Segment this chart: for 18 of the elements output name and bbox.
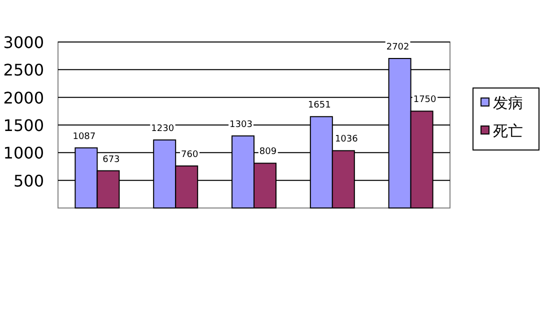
y-tick-label: 2500 (3, 60, 44, 80)
data-label: 1651 (308, 100, 331, 111)
legend-label: 发病 (493, 95, 523, 112)
legend-label: 死亡 (493, 123, 523, 140)
data-label: 809 (259, 147, 277, 158)
data-label: 1036 (334, 134, 358, 145)
data-label: 673 (102, 154, 120, 165)
data-label: 2702 (386, 42, 410, 52)
y-tick-label: 1500 (3, 116, 44, 135)
data-label: 1087 (72, 132, 96, 142)
data-label: 1230 (151, 124, 174, 134)
data-label: 760 (181, 150, 198, 160)
y-tick-label: 3000 (3, 33, 44, 52)
y-tick-label: 500 (13, 171, 44, 190)
y-tick-label: 1000 (3, 144, 44, 163)
y-tick-label: 2000 (3, 88, 44, 108)
data-label: 1303 (230, 120, 252, 130)
data-label: 1750 (413, 95, 437, 106)
